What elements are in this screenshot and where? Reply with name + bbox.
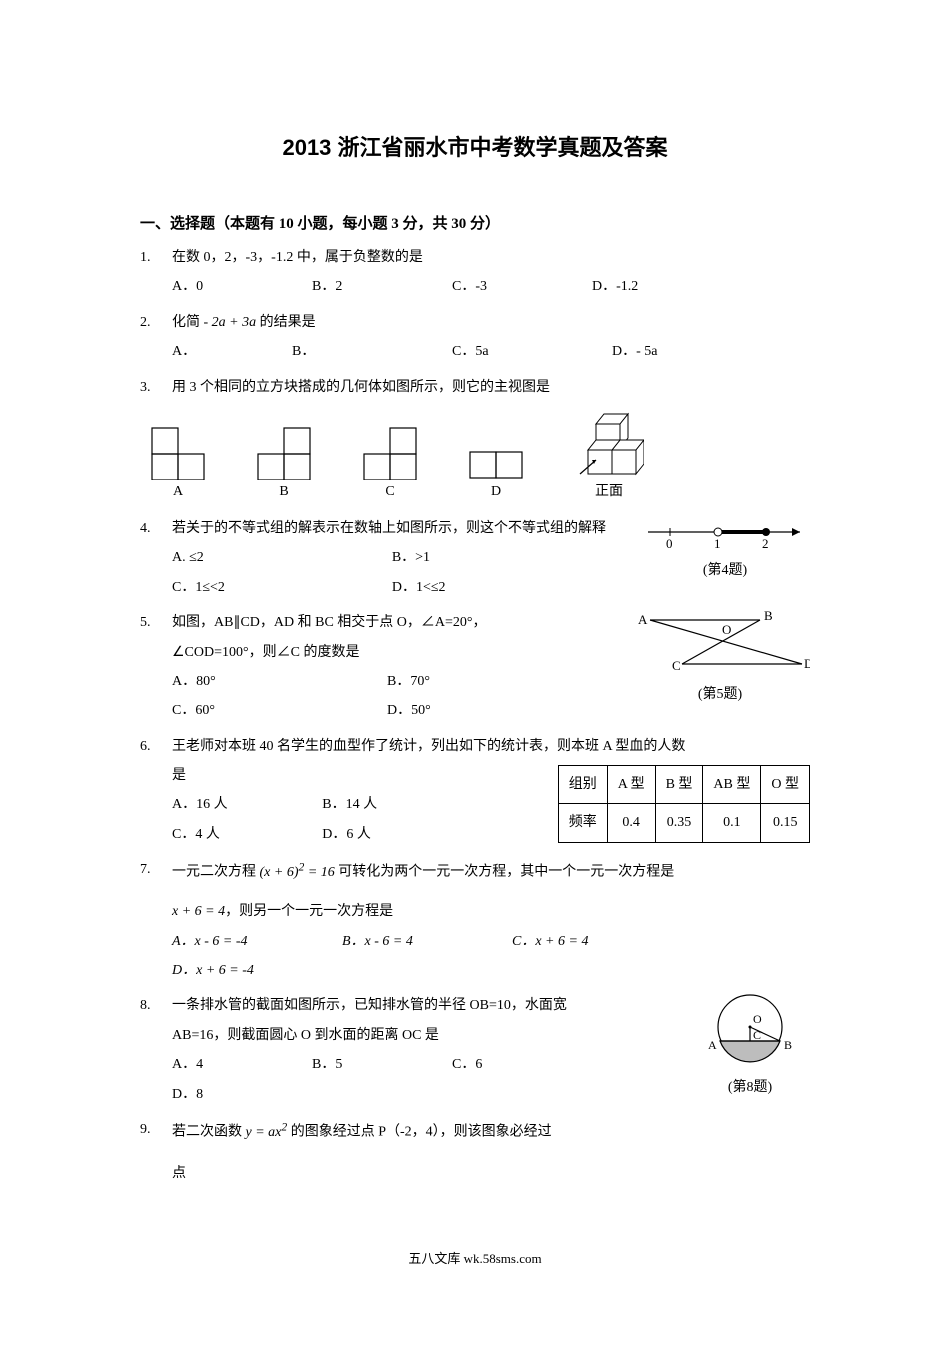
q3-fig-a [150, 426, 206, 480]
q2-opt-c: C．5a [452, 337, 612, 366]
q7-line2: x + 6 = 4，则另一个一元一次方程是 [172, 897, 810, 926]
q5-num: 5. [140, 608, 172, 726]
q3-num: 3. [140, 373, 172, 402]
q2-opt-b: B． [292, 337, 452, 366]
q9-line1: 若二次函数 y = ax2 的图象经过点 P（-2，4），则该图象必经过 [172, 1115, 810, 1147]
q1-opt-d: D．-1.2 [592, 272, 732, 301]
q8-opt-b: B．5 [312, 1050, 452, 1079]
q5-opt-a: A．80° [172, 667, 387, 696]
svg-text:O: O [753, 1012, 762, 1026]
q7-opt-d: D．x + 6 = -4 [172, 956, 312, 985]
q1-opt-c: C．-3 [452, 272, 592, 301]
q6-text: 王老师对本班 40 名学生的血型作了统计，列出如下的统计表，则本班 A 型血的人… [172, 732, 810, 761]
q4-opt-a: A. ≤2 [172, 543, 392, 572]
svg-text:C: C [753, 1028, 761, 1042]
question-5: 5. A B C D O (第5题) 如图，AB∥CD，AD 和 BC 相交于点… [140, 608, 810, 726]
q4-opt-c: C．1≤<2 [172, 573, 392, 602]
question-9: 9. 若二次函数 y = ax2 的图象经过点 P（-2，4），则该图象必经过 … [140, 1115, 810, 1188]
q3-fig-3d [574, 410, 644, 476]
q8-opt-a: A．4 [172, 1050, 312, 1079]
q5-figure: A B C D O (第5题) [630, 608, 810, 709]
q7-opt-a: A．x - 6 = -4 [172, 927, 342, 956]
q7-opt-c: C．x + 6 = 4 [512, 927, 682, 956]
svg-text:B: B [764, 608, 773, 623]
svg-text:D: D [804, 656, 810, 671]
svg-text:A: A [708, 1038, 717, 1052]
svg-text:1: 1 [714, 536, 721, 551]
svg-text:C: C [672, 658, 681, 673]
question-2: 2. 化简 - 2a + 3a 的结果是 A． B． C．5a D．- 5a [140, 308, 810, 367]
q7-num: 7. [140, 855, 172, 985]
q2-opt-a: A． [172, 337, 292, 366]
q3-fig-c [362, 426, 418, 480]
q6-opt-c: C．4 人 [172, 820, 322, 849]
q5-opt-b: B．70° [387, 667, 602, 696]
question-1: 1. 在数 0，2，-3，-1.2 中，属于负整数的是 A．0 B．2 C．-3… [140, 243, 810, 302]
q6-opt-d: D．6 人 [322, 820, 472, 849]
q5-opt-d: D．50° [387, 696, 602, 725]
q8-opt-d: D．8 [172, 1080, 312, 1109]
question-6: 6. 王老师对本班 40 名学生的血型作了统计，列出如下的统计表，则本班 A 型… [140, 732, 810, 850]
q9-line2: 点 [172, 1159, 810, 1188]
q8-num: 8. [140, 991, 172, 1109]
question-7: 7. 一元二次方程 (x + 6)2 = 16 可转化为两个一元一次方程，其中一… [140, 855, 810, 985]
q1-opt-a: A．0 [172, 272, 312, 301]
question-3: 3. 用 3 个相同的立方块搭成的几何体如图所示，则它的主视图是 [140, 373, 810, 402]
q8-opt-c: C．6 [452, 1050, 592, 1079]
q4-num: 4. [140, 514, 172, 602]
q6-table: 组别 A 型 B 型 AB 型 O 型 频率 0.4 0.35 0.1 0.15 [558, 765, 810, 843]
page-title: 2013 浙江省丽水市中考数学真题及答案 [140, 130, 810, 162]
q6-opt-a: A．16 人 [172, 790, 322, 819]
q4-opt-b: B．>1 [392, 543, 612, 572]
q1-num: 1. [140, 243, 172, 302]
question-4: 4. 0 1 2 (第4题) 若关于的不 [140, 514, 810, 602]
svg-text:0: 0 [666, 536, 673, 551]
svg-text:2: 2 [762, 536, 769, 551]
q8-figure: O C A B (第8题) [690, 991, 810, 1102]
q6-opt-b: B．14 人 [322, 790, 472, 819]
svg-text:O: O [722, 622, 731, 637]
q3-fig-b [256, 426, 312, 480]
q3-figures: A B C D [140, 410, 810, 500]
q2-opt-d: D．- 5a [612, 337, 752, 366]
q3-fig-d [468, 450, 524, 480]
page-footer: 五八文库 wk.58sms.com [140, 1248, 810, 1267]
q7-line1: 一元二次方程 (x + 6)2 = 16 可转化为两个一元一次方程，其中一个一元… [172, 855, 810, 887]
q4-figure: 0 1 2 (第4题) [640, 514, 810, 585]
q7-opt-b: B．x - 6 = 4 [342, 927, 512, 956]
svg-text:B: B [784, 1038, 792, 1052]
q2-text: 化简 - 2a + 3a 的结果是 [172, 308, 810, 337]
question-8: 8. O C A B (第8题) 一条排水管的截面如图所示，已知排水管的半径 O… [140, 991, 810, 1109]
svg-text:A: A [638, 612, 648, 627]
q4-opt-d: D．1<≤2 [392, 573, 612, 602]
section-header: 一、选择题（本题有 10 小题，每小题 3 分，共 30 分） [140, 212, 810, 233]
q6-num: 6. [140, 732, 172, 850]
q5-opt-c: C．60° [172, 696, 387, 725]
q2-num: 2. [140, 308, 172, 367]
q3-text: 用 3 个相同的立方块搭成的几何体如图所示，则它的主视图是 [172, 373, 810, 402]
q9-num: 9. [140, 1115, 172, 1188]
q1-opt-b: B．2 [312, 272, 452, 301]
q1-text: 在数 0，2，-3，-1.2 中，属于负整数的是 [172, 243, 810, 272]
